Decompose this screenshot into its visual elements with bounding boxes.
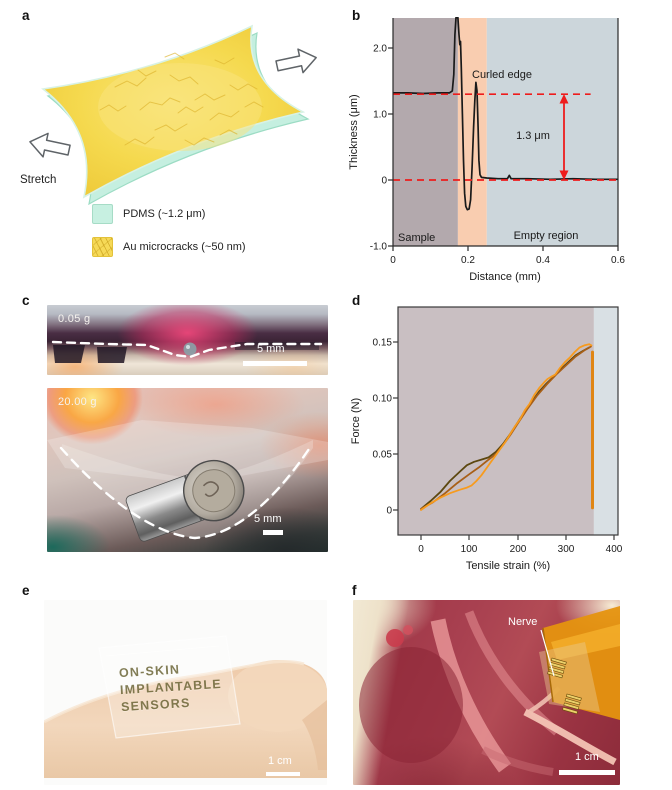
stage-posts bbox=[53, 342, 319, 363]
chart-b-regions bbox=[393, 18, 619, 246]
photo-droplet-0.05g: 0.05 g 5 mm bbox=[47, 305, 328, 375]
scalebar bbox=[263, 530, 283, 535]
chart-d-regions bbox=[398, 307, 618, 535]
scalebar bbox=[559, 770, 615, 775]
svg-text:0.2: 0.2 bbox=[461, 255, 475, 266]
panel-e-label: e bbox=[22, 583, 30, 598]
gap-arrow bbox=[559, 94, 569, 180]
sample-region-label: Sample bbox=[398, 232, 435, 244]
nerve-annotation: Nerve bbox=[508, 616, 538, 628]
svg-text:0.05: 0.05 bbox=[373, 450, 393, 461]
curled-edge-annotation: Curled edge bbox=[472, 69, 532, 81]
svg-text:0: 0 bbox=[418, 544, 424, 555]
photo-c1-overlay bbox=[51, 340, 323, 363]
chart-d-ylabel: Force (N) bbox=[350, 398, 362, 444]
weight-value-label: 20.00 g bbox=[58, 396, 97, 408]
nerve-pointer-line bbox=[540, 629, 555, 677]
force-strain-chart: 0.15 0.10 0.05 0 0 100 200 300 400 Force… bbox=[350, 306, 623, 572]
weight-value-label: 0.05 g bbox=[58, 313, 91, 325]
thickness-profile-chart: Curled edge 1.3 μm Sample Empty region 2… bbox=[348, 17, 625, 283]
kapton-cable bbox=[539, 606, 620, 720]
svg-text:0.15: 0.15 bbox=[373, 338, 393, 349]
droplet-highlight bbox=[186, 345, 190, 349]
stretch-label: Stretch bbox=[20, 174, 57, 186]
calibration-weight bbox=[125, 459, 245, 542]
chart-b-x-tick-labels: 0 0.2 0.4 0.6 bbox=[390, 255, 625, 266]
wrist bbox=[228, 660, 327, 732]
hand-shadow bbox=[302, 700, 327, 770]
membrane-outline-dashed bbox=[59, 444, 313, 540]
au-swatch bbox=[92, 237, 113, 257]
chart-b-y-tick-labels: 2.0 1.0 0 -1.0 bbox=[370, 44, 388, 253]
scalebar-label: 1 cm bbox=[268, 755, 292, 767]
svg-text:1.0: 1.0 bbox=[373, 110, 387, 121]
svg-text:0.10: 0.10 bbox=[373, 394, 393, 405]
svg-text:-1.0: -1.0 bbox=[370, 242, 388, 253]
stretched-membrane-illustration bbox=[29, 24, 317, 205]
panel-d-label: d bbox=[352, 293, 361, 308]
chart-d-series bbox=[420, 343, 594, 511]
gap-annotation: 1.3 μm bbox=[516, 130, 550, 142]
stretch-arrow-left bbox=[29, 132, 71, 158]
pdms-swatch bbox=[92, 204, 113, 224]
film-highlight bbox=[98, 63, 262, 151]
stretch-arrow-right bbox=[275, 48, 317, 74]
svg-text:200: 200 bbox=[510, 544, 527, 555]
svg-text:0.4: 0.4 bbox=[536, 255, 550, 266]
microcracks-texture bbox=[99, 52, 264, 146]
scalebar bbox=[266, 772, 300, 776]
nerve-strand bbox=[523, 708, 617, 766]
svg-text:0: 0 bbox=[381, 176, 387, 187]
chart-b-series bbox=[393, 17, 618, 211]
arm-highlight bbox=[44, 660, 305, 724]
photo-weight-20g: 20.00 g 5 mm bbox=[47, 388, 328, 552]
scalebar-label: 1 cm bbox=[575, 751, 599, 763]
film-printed-text: ON-SKIN IMPLANTABLE SENSORS bbox=[119, 659, 224, 716]
chart-b-axes bbox=[388, 18, 619, 251]
empty-region-label: Empty region bbox=[514, 230, 579, 242]
chart-d-y-tick-labels: 0.15 0.10 0.05 0 bbox=[373, 338, 393, 517]
film-fold bbox=[105, 645, 220, 657]
photo-e-art bbox=[44, 635, 327, 778]
svg-text:0.6: 0.6 bbox=[611, 255, 625, 266]
tissue-detail bbox=[359, 610, 560, 776]
chart-b-xlabel: Distance (mm) bbox=[469, 271, 541, 283]
legend-item-pdms: PDMS (~1.2 μm) bbox=[92, 204, 205, 224]
electrode-pads-group2 bbox=[562, 693, 582, 715]
panel-b-label: b bbox=[352, 8, 361, 23]
svg-text:100: 100 bbox=[461, 544, 478, 555]
scalebar-label: 5 mm bbox=[254, 513, 282, 525]
panel-f-label: f bbox=[352, 583, 357, 598]
chart-d-x-tick-labels: 0 100 200 300 400 bbox=[418, 544, 623, 555]
svg-text:400: 400 bbox=[606, 544, 623, 555]
panel-c-label: c bbox=[22, 293, 30, 308]
chart-b-reference-lines bbox=[393, 93, 618, 181]
au-legend-label: Au microcracks (~50 nm) bbox=[123, 241, 246, 253]
transparent-film bbox=[99, 636, 240, 738]
panel-a-label: a bbox=[22, 8, 30, 23]
svg-text:300: 300 bbox=[558, 544, 575, 555]
scalebar-label: 5 mm bbox=[257, 343, 285, 355]
membrane-outline-dashed bbox=[51, 340, 323, 359]
pdms-legend-label: PDMS (~1.2 μm) bbox=[123, 208, 206, 220]
electrode-pads-group1 bbox=[547, 657, 567, 679]
chart-b-ylabel: Thickness (μm) bbox=[348, 94, 360, 169]
weight-engraving bbox=[202, 481, 219, 497]
water-droplet bbox=[183, 342, 197, 356]
chart-d-xlabel: Tensile strain (%) bbox=[466, 560, 550, 572]
chart-d-axes bbox=[393, 306, 619, 540]
svg-text:0: 0 bbox=[386, 506, 392, 517]
photo-on-skin-sensor: ON-SKIN IMPLANTABLE SENSORS 1 cm bbox=[44, 600, 327, 785]
membrane-sheet bbox=[47, 420, 328, 484]
svg-text:2.0: 2.0 bbox=[373, 44, 387, 55]
svg-text:0: 0 bbox=[390, 255, 396, 266]
legend-item-au: Au microcracks (~50 nm) bbox=[92, 237, 246, 257]
photo-c2-overlay bbox=[47, 420, 328, 542]
photo-implanted-nerve-electrode: Nerve 1 cm bbox=[353, 600, 620, 785]
photo-f-overlay bbox=[359, 606, 620, 776]
film-edge bbox=[98, 635, 241, 739]
scalebar bbox=[243, 361, 307, 366]
